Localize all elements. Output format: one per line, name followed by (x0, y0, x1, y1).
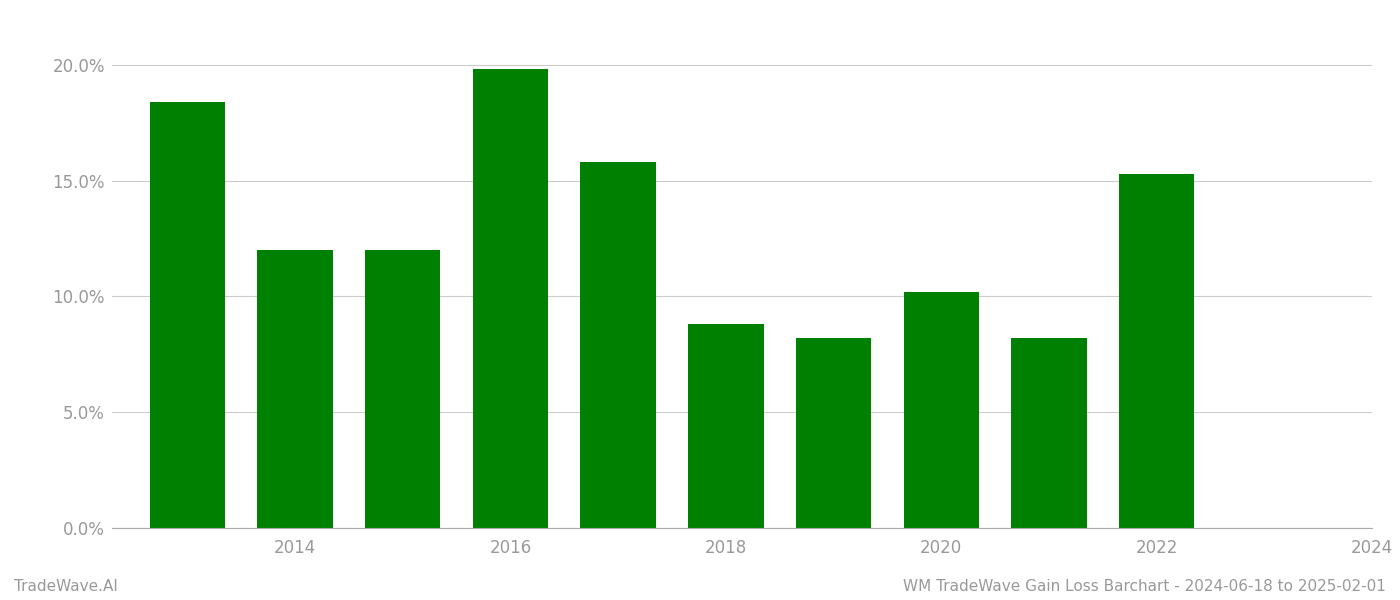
Bar (1119, 173, 1194, 528)
Bar (258, 250, 333, 528)
Bar (1011, 338, 1086, 528)
Bar (365, 250, 441, 528)
Bar (581, 162, 655, 528)
Bar (795, 338, 871, 528)
Bar (473, 70, 549, 528)
Bar (150, 102, 225, 528)
Text: TradeWave.AI: TradeWave.AI (14, 579, 118, 594)
Bar (903, 292, 979, 528)
Text: WM TradeWave Gain Loss Barchart - 2024-06-18 to 2025-02-01: WM TradeWave Gain Loss Barchart - 2024-0… (903, 579, 1386, 594)
Bar (689, 324, 763, 528)
